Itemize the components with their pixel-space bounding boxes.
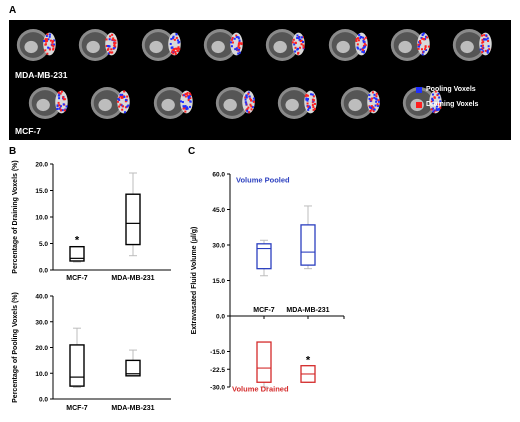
panel-letter-b: B (9, 146, 17, 157)
y-tick-label: 10.0 (35, 371, 48, 378)
box (256, 243, 272, 270)
box (300, 224, 316, 266)
y-tick-label: 45.0 (212, 207, 225, 214)
chart-draining-voxels: 0.0 5.0 10.0 15.0 20.0 MCF-7 MDA-MB-231 Percent… (12, 160, 171, 282)
mri-scan-mcf-7 (215, 87, 255, 119)
chart-pooling-voxels: 0.0 10.0 20.0 30.0 40.0 MCF-7 MDA-MB-231 Percen… (12, 292, 171, 412)
mri-scan-mda-mb-231 (141, 29, 181, 61)
box-plot-mda-mb-231 (125, 172, 141, 257)
box-pooled-mda-mb-231 (300, 205, 316, 270)
series-label-drained: Volume Drained (232, 384, 289, 393)
x-tick-label: MDA-MB-231 (111, 405, 154, 412)
box-plot-mcf-7 (69, 327, 85, 388)
y-tick-label: -15.0 (210, 349, 225, 356)
x-tick-label: MDA-MB-231 (286, 307, 329, 314)
mri-scan-mda-mb-231 (328, 29, 368, 61)
box-plot-mcf-7 (69, 245, 85, 263)
y-tick-label: 40.0 (35, 294, 48, 301)
mri-scan-mcf-7 (28, 87, 68, 119)
mri-scan-mcf-7 (153, 87, 193, 119)
chart-extravasated-volume: 60.0 45.0 30.0 15.0 0.0 -15.0 -22.5 -30.0 MCF-7 M… (191, 172, 345, 393)
y-tick-label: 30.0 (212, 243, 225, 250)
y-tick-label: 5.0 (39, 241, 48, 248)
legend-pooling-voxels: Pooling Voxels (416, 86, 476, 93)
legend-draining-label: Draining Voxels (426, 101, 479, 108)
legend-draining-voxels: Draining Voxels (416, 101, 478, 108)
y-axis-label: Extravasated Fluid Volume (µl/g) (191, 227, 198, 335)
row-label-mcf-7: MCF-7 (15, 126, 41, 136)
y-tick-label: -30.0 (210, 385, 225, 392)
y-tick-label: 0.0 (216, 314, 225, 321)
panel-letter-a: A (9, 5, 17, 16)
y-tick-label: 15.0 (212, 278, 225, 285)
y-axis-label: Percentage of Pooling Voxels (%) (12, 292, 19, 403)
y-tick-label: 60.0 (212, 172, 225, 179)
y-tick-label: 0.0 (39, 397, 48, 404)
x-tick-label: MCF-7 (66, 275, 87, 282)
mri-scan-mcf-7 (340, 87, 380, 119)
y-tick-label: -22.5 (210, 367, 225, 374)
box (125, 193, 141, 246)
box-pooled-mcf-7 (256, 239, 272, 277)
mri-image-panel: MDA-MB-231 MCF-7 Pooling Voxels Draining… (9, 20, 511, 140)
legend-draining-swatch (416, 101, 422, 108)
mri-scan-mcf-7 (278, 87, 317, 119)
box-drained-mda-mb-231 (300, 365, 316, 383)
y-tick-label: 20.0 (35, 345, 48, 352)
y-tick-label: 30.0 (35, 319, 48, 326)
y-axis-label: Percentage of Draining Voxels (%) (12, 160, 19, 273)
row-label-mda-mb-231: MDA-MB-231 (15, 70, 68, 80)
mri-scan-mda-mb-231 (390, 29, 430, 61)
x-tick-label: MCF-7 (66, 405, 87, 412)
legend-pooling-swatch (416, 86, 422, 93)
mri-scan-mcf-7 (91, 87, 131, 119)
mri-scan-mda-mb-231 (266, 29, 305, 61)
mri-scan-mda-mb-231 (79, 29, 119, 61)
mri-scan-mda-mb-231 (452, 29, 492, 61)
mri-scan-mda-mb-231 (16, 29, 56, 61)
y-tick-label: 10.0 (35, 215, 48, 222)
series-label-pooled: Volume Pooled (236, 175, 290, 184)
box-plot-mda-mb-231 (125, 349, 141, 377)
mri-scan-mda-mb-231 (203, 29, 243, 61)
box-drained-mcf-7 (256, 341, 272, 388)
panel-letter-c: C (188, 146, 196, 157)
box (256, 341, 272, 383)
y-tick-label: 0.0 (39, 268, 48, 275)
y-tick-label: 20.0 (35, 162, 48, 169)
x-tick-label: MDA-MB-231 (111, 275, 154, 282)
x-tick-label: MCF-7 (253, 307, 274, 314)
significance-marker: * (306, 355, 311, 367)
y-tick-label: 15.0 (35, 188, 48, 195)
box (69, 344, 85, 387)
box (125, 359, 141, 377)
significance-marker: * (75, 235, 80, 247)
box (69, 245, 85, 262)
legend-pooling-label: Pooling Voxels (426, 86, 476, 93)
